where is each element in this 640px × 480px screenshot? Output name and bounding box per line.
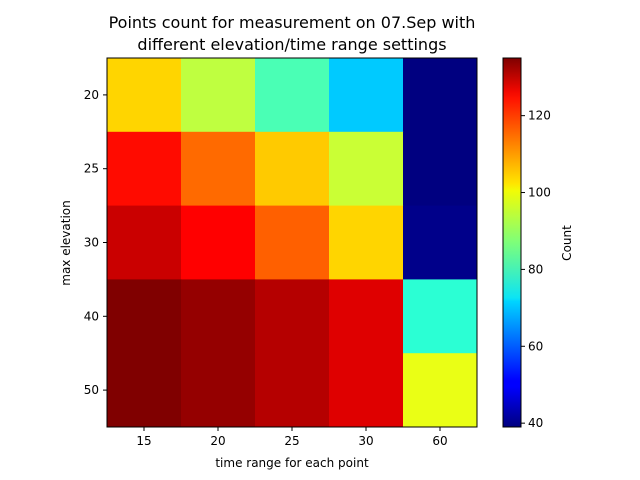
x-tick-label: 15	[136, 434, 151, 448]
colorbar-tick-label: 40	[528, 416, 543, 430]
y-tick-label: 20	[84, 88, 99, 102]
heatmap-cell-40-25	[255, 279, 330, 354]
heatmap-cell-25-15	[107, 131, 182, 207]
heatmap-cell-25-20	[181, 131, 256, 207]
heatmap-cell-40-30	[329, 279, 404, 354]
heatmap-cell-20-25	[255, 58, 330, 133]
heatmap-cell-30-15	[107, 205, 182, 280]
heatmap-cells	[107, 58, 478, 428]
heatmap-cell-50-30	[329, 353, 404, 428]
y-tick-label: 25	[84, 162, 99, 176]
heatmap-cell-50-25	[255, 353, 330, 428]
x-tick-label: 20	[210, 434, 225, 448]
x-tick-label: 30	[358, 434, 373, 448]
y-axis-ticks: 20 25 30 40 50	[84, 88, 107, 397]
heatmap-cell-20-30	[329, 58, 404, 133]
heatmap-cell-25-30	[329, 131, 404, 207]
y-axis-label: max elevation	[59, 200, 73, 286]
heatmap-cell-50-15	[107, 353, 182, 428]
colorbar-tick-label: 80	[528, 262, 543, 276]
heatmap-cell-30-25	[255, 205, 330, 280]
chart-title-line-1: Points count for measurement on 07.Sep w…	[109, 13, 476, 32]
heatmap-cell-20-60	[403, 58, 478, 133]
heatmap-cell-20-20	[181, 58, 256, 133]
y-tick-label: 40	[84, 309, 99, 323]
colorbar-tick-label: 120	[528, 109, 551, 123]
heatmap-cell-40-15	[107, 279, 182, 354]
heatmap-cell-30-60	[403, 205, 478, 280]
heatmap-cell-30-20	[181, 205, 256, 280]
colorbar	[502, 57, 522, 428]
colorbar-label: Count	[560, 225, 574, 261]
y-tick-label: 50	[84, 383, 99, 397]
heatmap-cell-50-20	[181, 353, 256, 428]
x-tick-label: 25	[284, 434, 299, 448]
colorbar-tick-label: 100	[528, 186, 551, 200]
chart-title-line-2: different elevation/time range settings	[137, 35, 446, 54]
y-tick-label: 30	[84, 236, 99, 250]
heatmap-cell-20-15	[107, 58, 182, 133]
heatmap-cell-40-20	[181, 279, 256, 354]
colorbar-ticks: 40 60 80 100 120	[521, 109, 551, 430]
x-tick-label: 60	[432, 434, 447, 448]
heatmap-cell-50-60	[403, 353, 478, 428]
x-axis-label: time range for each point	[215, 456, 369, 470]
x-axis-ticks: 15 20 25 30 60	[136, 427, 448, 448]
heatmap-cell-40-60	[403, 279, 478, 354]
heatmap-cell-25-60	[403, 131, 478, 207]
colorbar-tick-label: 60	[528, 339, 543, 353]
heatmap-cell-25-25	[255, 131, 330, 207]
heatmap-cell-30-30	[329, 205, 404, 280]
